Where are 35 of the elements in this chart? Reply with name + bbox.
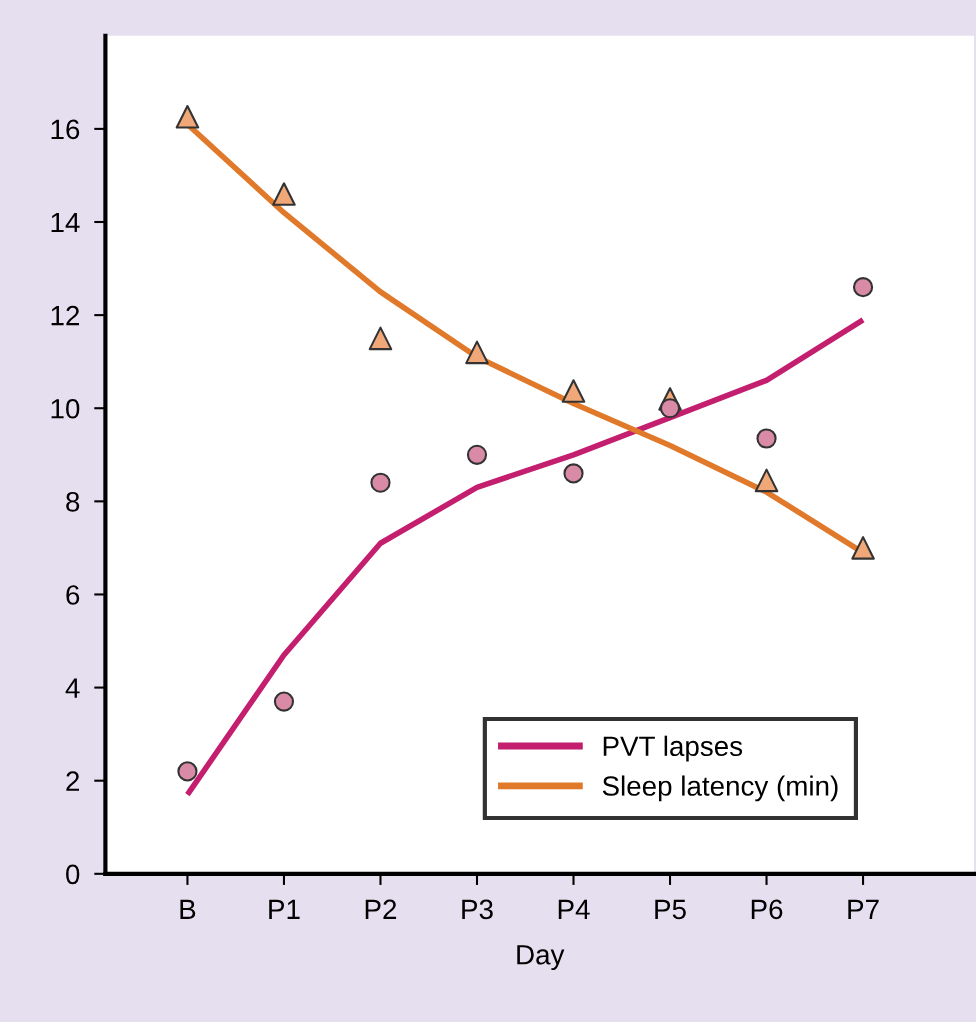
x-tick-label: P1 (269, 899, 300, 919)
y-tick-label: 2 (66, 771, 80, 791)
legend-label: Sleep latency (min) (602, 775, 838, 802)
point (563, 463, 584, 484)
y-tick-label: 12 (51, 305, 80, 326)
point (466, 444, 488, 465)
y-tick-label: 6 (66, 585, 80, 605)
x-tick-label: P2 (365, 899, 397, 919)
x-tick-label: P6 (751, 899, 783, 920)
legend-label: PVT lapses (603, 735, 743, 762)
point (370, 472, 391, 493)
point (368, 326, 393, 351)
point (272, 182, 296, 206)
y-tick-label: 8 (66, 492, 80, 512)
x-tick-label: P7 (848, 899, 879, 919)
x-axis-title: Day (517, 945, 565, 971)
x-tick-label: P5 (655, 899, 686, 920)
y-tick-label: 10 (51, 398, 80, 419)
point (659, 398, 681, 419)
point (852, 277, 874, 298)
point (177, 761, 198, 782)
point (175, 104, 200, 129)
x-tick-label: P4 (558, 899, 590, 919)
point (754, 468, 779, 493)
x-tick-label: B (180, 899, 196, 919)
point (561, 379, 586, 403)
point (851, 536, 875, 560)
point (465, 340, 489, 365)
point (273, 691, 295, 712)
x-tick-label: P3 (462, 899, 493, 920)
point (756, 428, 777, 449)
y-tick-label: 14 (51, 212, 80, 233)
y-tick-label: 4 (65, 678, 80, 698)
y-tick-label: 0 (66, 864, 80, 885)
y-tick-label: 16 (51, 119, 80, 140)
